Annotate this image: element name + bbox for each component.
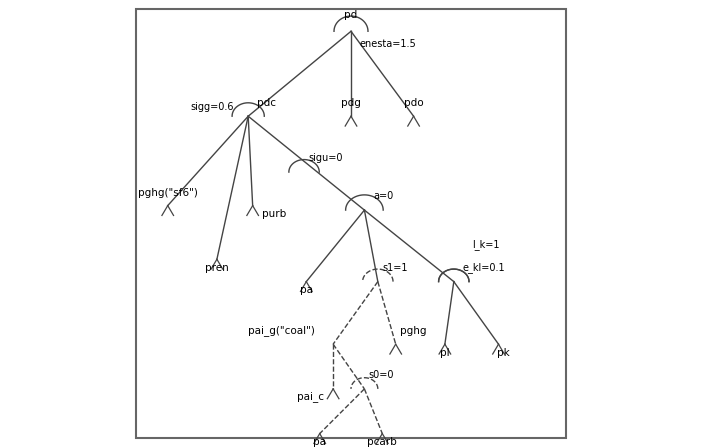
Text: sigg=0.6: sigg=0.6 <box>190 102 234 112</box>
Text: pai_c: pai_c <box>297 392 324 402</box>
Text: pl: pl <box>440 348 450 358</box>
Text: pdg: pdg <box>341 98 361 108</box>
Text: a=0: a=0 <box>373 191 394 201</box>
Text: pdc: pdc <box>257 98 276 108</box>
Text: e_kl=0.1: e_kl=0.1 <box>463 262 505 273</box>
Text: s0=0: s0=0 <box>369 370 395 380</box>
Text: pai_g("coal"): pai_g("coal") <box>249 325 315 336</box>
Text: pghg: pghg <box>400 326 427 336</box>
Text: pa: pa <box>313 437 326 447</box>
Text: pcarb: pcarb <box>367 437 397 447</box>
Text: s1=1: s1=1 <box>383 263 408 273</box>
Text: pd: pd <box>345 10 357 20</box>
Text: pghg("sf6"): pghg("sf6") <box>138 188 198 198</box>
Text: enesta=1.5: enesta=1.5 <box>360 39 417 49</box>
Text: purb: purb <box>262 209 286 219</box>
Text: pdo: pdo <box>404 98 423 108</box>
Text: pk: pk <box>496 348 510 358</box>
Text: sigu=0: sigu=0 <box>309 153 343 163</box>
Text: l_k=1: l_k=1 <box>472 240 499 250</box>
Text: pa: pa <box>300 285 313 295</box>
Text: pren: pren <box>205 263 229 273</box>
